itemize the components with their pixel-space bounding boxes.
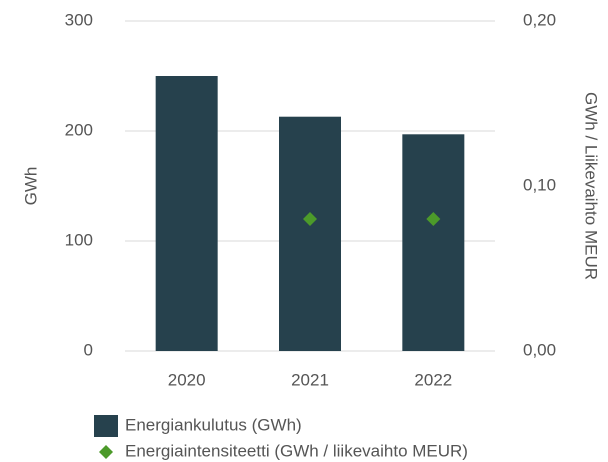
x-tick-label: 2020: [168, 370, 206, 389]
y-tick-label: 200: [65, 120, 93, 139]
bar: [279, 116, 341, 351]
y-axis-label: GWh: [21, 167, 40, 206]
x-tick-label: 2021: [291, 370, 329, 389]
y-tick-label: 0: [84, 340, 93, 359]
y2-tick-label: 0,00: [523, 340, 556, 359]
x-tick-label: 2022: [414, 370, 452, 389]
bar: [402, 134, 465, 351]
y-tick-label: 300: [65, 10, 93, 29]
legend-swatch: [94, 415, 118, 437]
legend-swatch: [99, 445, 113, 459]
y2-tick-label: 0,20: [523, 10, 556, 29]
legend-label: Energiaintensiteetti (GWh / liikevaihto …: [125, 441, 468, 460]
diamond-marker: [303, 212, 317, 226]
y2-tick-label: 0,10: [523, 175, 556, 194]
legend-label: Energiankulutus (GWh): [125, 415, 302, 434]
diamond-marker: [426, 212, 441, 226]
y-tick-label: 100: [65, 230, 93, 249]
y2-axis-label: GWh / Liikevaihto MEUR: [582, 92, 601, 280]
bar: [155, 76, 218, 351]
